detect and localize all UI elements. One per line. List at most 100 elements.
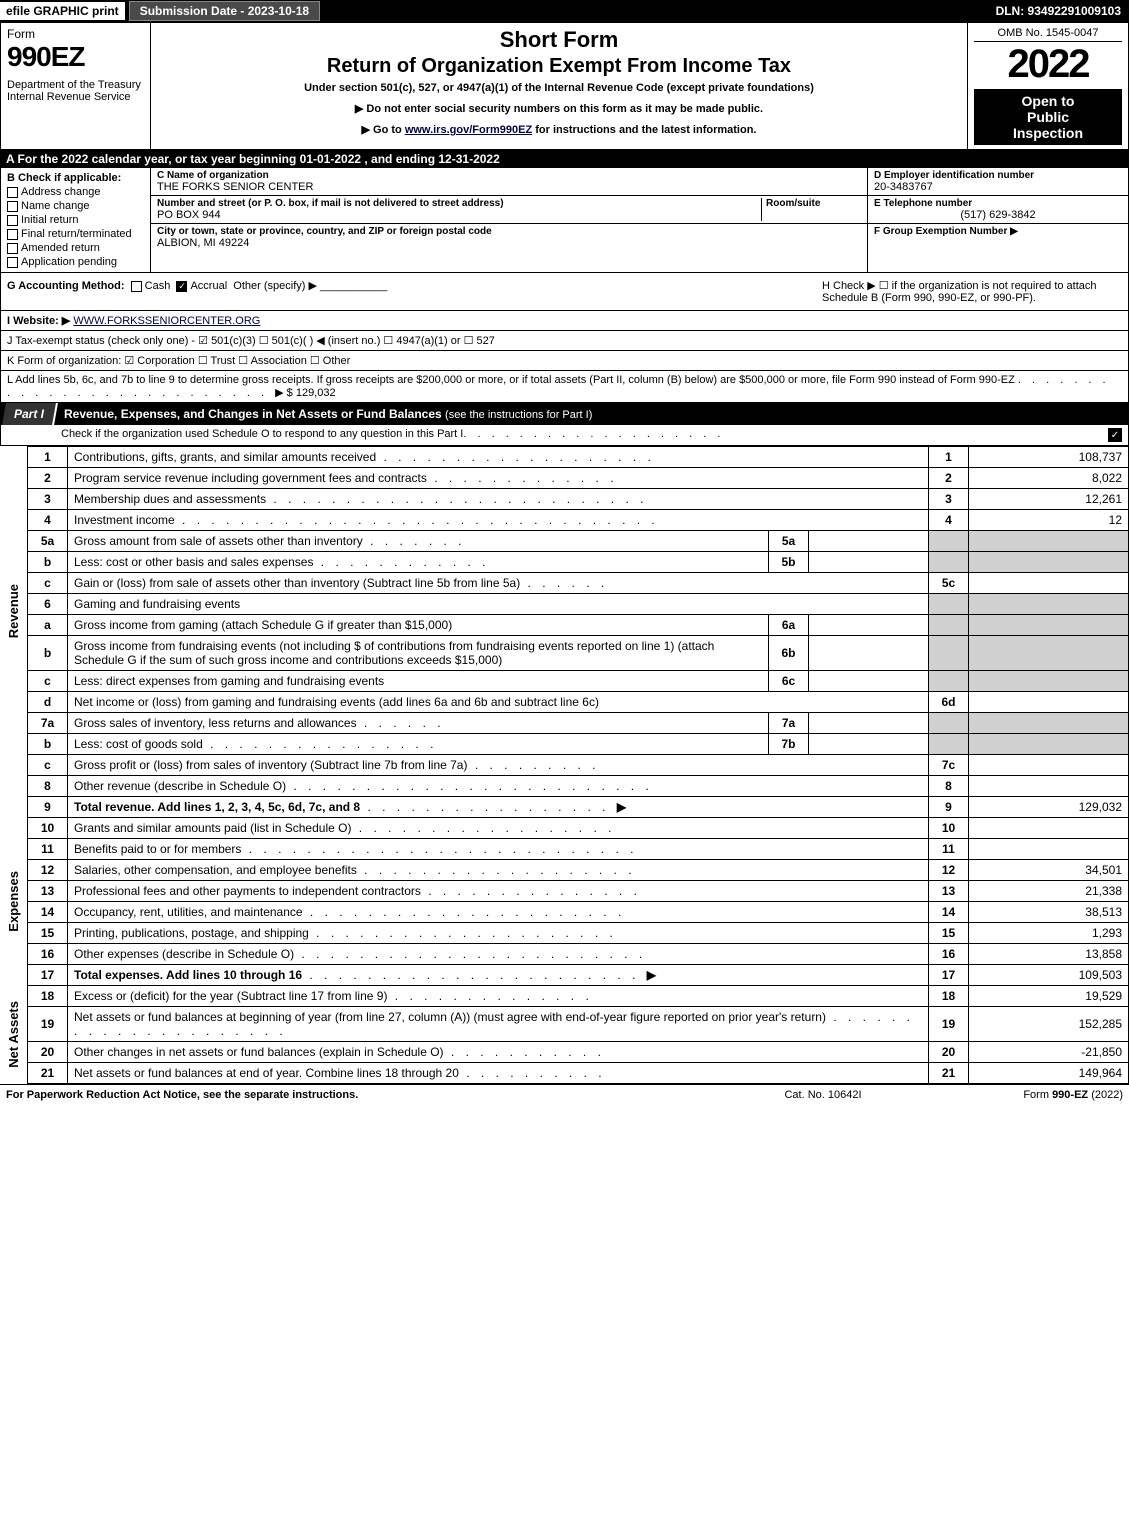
chk-cash[interactable]: [131, 281, 142, 292]
part-1-header: Part I Revenue, Expenses, and Changes in…: [0, 403, 1129, 425]
l21-num: 21: [28, 1063, 68, 1084]
l17-num: 17: [28, 965, 68, 986]
c-street-label: Number and street (or P. O. box, if mail…: [157, 198, 761, 209]
l6-ashade: [969, 594, 1129, 615]
l20-r: 20: [929, 1042, 969, 1063]
l7c-desc: Gross profit or (loss) from sales of inv…: [74, 758, 467, 772]
short-form-title: Short Form: [159, 27, 959, 53]
chk-pending[interactable]: [7, 257, 18, 268]
l19-r: 19: [929, 1007, 969, 1042]
chk-address[interactable]: [7, 187, 18, 198]
l12-desc: Salaries, other compensation, and employ…: [74, 863, 357, 877]
chk-accrual[interactable]: ✓: [176, 281, 187, 292]
part-1-checkbox[interactable]: ✓: [1108, 428, 1122, 442]
l16-r: 16: [929, 944, 969, 965]
l16-amt: 13,858: [969, 944, 1129, 965]
l2-num: 2: [28, 468, 68, 489]
tax-year: 2022: [974, 42, 1122, 87]
chk-final[interactable]: [7, 229, 18, 240]
top-bar: efile GRAPHIC print Submission Date - 20…: [0, 0, 1129, 22]
l8-r: 8: [929, 776, 969, 797]
header-left: Form 990EZ Department of the Treasury In…: [1, 23, 151, 149]
l12-num: 12: [28, 860, 68, 881]
chk-initial[interactable]: [7, 215, 18, 226]
col-def: D Employer identification number 20-3483…: [868, 168, 1128, 272]
form-word: Form: [7, 27, 144, 41]
l18-desc: Excess or (deficit) for the year (Subtra…: [74, 989, 387, 1003]
instr-2: ▶ Go to www.irs.gov/Form990EZ for instru…: [159, 123, 959, 136]
l5b-rshade: [929, 552, 969, 573]
l15-desc: Printing, publications, postage, and shi…: [74, 926, 309, 940]
l13-r: 13: [929, 881, 969, 902]
section-bcdef: B Check if applicable: Address change Na…: [0, 168, 1129, 273]
irs-link[interactable]: www.irs.gov/Form990EZ: [405, 124, 532, 136]
l3-r: 3: [929, 489, 969, 510]
col-b: B Check if applicable: Address change Na…: [1, 168, 151, 272]
l13-num: 13: [28, 881, 68, 902]
l6b-desc: Gross income from fundraising events (no…: [74, 639, 714, 667]
l6b-rshade: [929, 636, 969, 671]
part-1-check-text: Check if the organization used Schedule …: [61, 428, 463, 442]
l20-desc: Other changes in net assets or fund bala…: [74, 1045, 444, 1059]
lines-table: Revenue 1 Contributions, gifts, grants, …: [0, 446, 1129, 1084]
l6b-ashade: [969, 636, 1129, 671]
l9-amt: 129,032: [969, 797, 1129, 818]
form-header: Form 990EZ Department of the Treasury In…: [0, 22, 1129, 150]
l10-num: 10: [28, 818, 68, 839]
col-c: C Name of organization THE FORKS SENIOR …: [151, 168, 868, 272]
l19-num: 19: [28, 1007, 68, 1042]
l8-amt: [969, 776, 1129, 797]
header-center: Short Form Return of Organization Exempt…: [151, 23, 968, 149]
org-street: PO BOX 944: [157, 209, 761, 221]
l6-desc: Gaming and fundraising events: [74, 597, 240, 611]
l5b-ashade: [969, 552, 1129, 573]
b-label: Check if applicable:: [18, 172, 121, 184]
dots: . . . . . . . . . . . . . . . . . . .: [463, 428, 1108, 442]
l1-num: 1: [28, 447, 68, 468]
l6a-desc: Gross income from gaming (attach Schedul…: [74, 618, 452, 632]
l17-amt: 109,503: [969, 965, 1129, 986]
footer-right-pre: Form: [1023, 1089, 1052, 1101]
l5a-desc: Gross amount from sale of assets other t…: [74, 534, 363, 548]
l11-r: 11: [929, 839, 969, 860]
l3-num: 3: [28, 489, 68, 510]
l14-r: 14: [929, 902, 969, 923]
l17-r: 17: [929, 965, 969, 986]
l7a-ashade: [969, 713, 1129, 734]
footer-mid: Cat. No. 10642I: [723, 1089, 923, 1101]
l7c-r: 7c: [929, 755, 969, 776]
l20-amt: -21,850: [969, 1042, 1129, 1063]
efile-label[interactable]: efile GRAPHIC print: [0, 2, 125, 20]
l3-amt: 12,261: [969, 489, 1129, 510]
l7b-desc: Less: cost of goods sold: [74, 737, 203, 751]
netassets-label: Net Assets: [6, 1001, 21, 1068]
chk-name-label: Name change: [21, 200, 90, 212]
l15-num: 15: [28, 923, 68, 944]
l2-amt: 8,022: [969, 468, 1129, 489]
revenue-label: Revenue: [6, 584, 21, 638]
footer-right: Form 990-EZ (2022): [923, 1089, 1123, 1101]
header-right: OMB No. 1545-0047 2022 Open to Public In…: [968, 23, 1128, 149]
l6d-num: d: [28, 692, 68, 713]
l6c-val: [809, 671, 929, 692]
c-city-label: City or town, state or province, country…: [157, 226, 861, 237]
chk-name[interactable]: [7, 201, 18, 212]
l7a-rshade: [929, 713, 969, 734]
l6b-num: b: [28, 636, 68, 671]
row-gh: G Accounting Method: Cash ✓Accrual Other…: [0, 273, 1129, 311]
l5a-sub: 5a: [769, 531, 809, 552]
other-label: Other (specify) ▶: [233, 280, 317, 292]
l11-desc: Benefits paid to or for members: [74, 842, 241, 856]
instr-1: ▶ Do not enter social security numbers o…: [159, 102, 959, 115]
l6a-num: a: [28, 615, 68, 636]
l17-desc: Total expenses. Add lines 10 through 16: [74, 968, 302, 982]
submission-date: Submission Date - 2023-10-18: [129, 1, 320, 21]
l1-amt: 108,737: [969, 447, 1129, 468]
omb-number: OMB No. 1545-0047: [974, 27, 1122, 42]
website-link[interactable]: WWW.FORKSSENIORCENTER.ORG: [73, 315, 260, 327]
ein: 20-3483767: [874, 181, 1122, 193]
l6b-val: [809, 636, 929, 671]
open-1: Open to: [976, 93, 1120, 109]
org-name: THE FORKS SENIOR CENTER: [157, 181, 861, 193]
chk-amended[interactable]: [7, 243, 18, 254]
